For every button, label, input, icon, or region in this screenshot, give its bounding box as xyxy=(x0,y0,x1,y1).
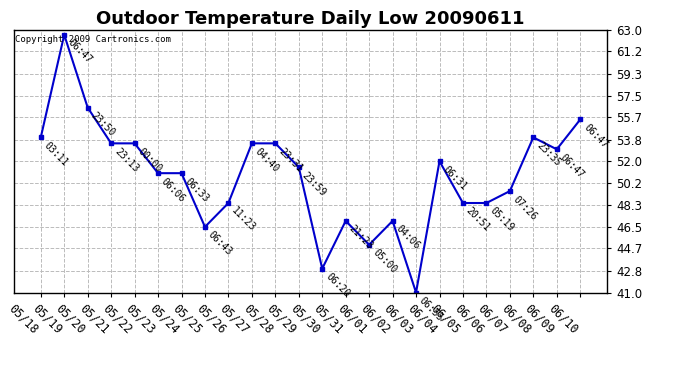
Text: 05:19: 05:19 xyxy=(488,206,515,234)
Text: 20:51: 20:51 xyxy=(464,206,492,234)
Text: 23:35: 23:35 xyxy=(535,140,562,168)
Text: 11:23: 11:23 xyxy=(230,206,257,234)
Title: Outdoor Temperature Daily Low 20090611: Outdoor Temperature Daily Low 20090611 xyxy=(96,10,525,28)
Text: 06:47: 06:47 xyxy=(582,122,609,150)
Text: 23:50: 23:50 xyxy=(89,110,117,138)
Text: 06:06: 06:06 xyxy=(159,176,187,204)
Text: 07:26: 07:26 xyxy=(511,194,539,222)
Text: 23:59: 23:59 xyxy=(300,170,328,198)
Text: 23:13: 23:13 xyxy=(112,146,140,174)
Text: 06:43: 06:43 xyxy=(206,230,234,258)
Text: 06:31: 06:31 xyxy=(441,164,469,192)
Text: 05:00: 05:00 xyxy=(371,248,398,275)
Text: 04:40: 04:40 xyxy=(253,146,281,174)
Text: 03:11: 03:11 xyxy=(42,140,70,168)
Text: Copyright 2009 Cartronics.com: Copyright 2009 Cartronics.com xyxy=(15,35,171,44)
Text: 21:23: 21:23 xyxy=(347,224,375,252)
Text: 00:00: 00:00 xyxy=(136,146,164,174)
Text: 06:47: 06:47 xyxy=(66,38,93,65)
Text: 23:31: 23:31 xyxy=(277,146,304,174)
Text: 06:47: 06:47 xyxy=(558,152,586,180)
Text: 06:55: 06:55 xyxy=(417,295,445,323)
Text: 06:20: 06:20 xyxy=(324,272,351,299)
Text: 06:33: 06:33 xyxy=(183,176,210,204)
Text: 04:06: 04:06 xyxy=(394,224,422,252)
